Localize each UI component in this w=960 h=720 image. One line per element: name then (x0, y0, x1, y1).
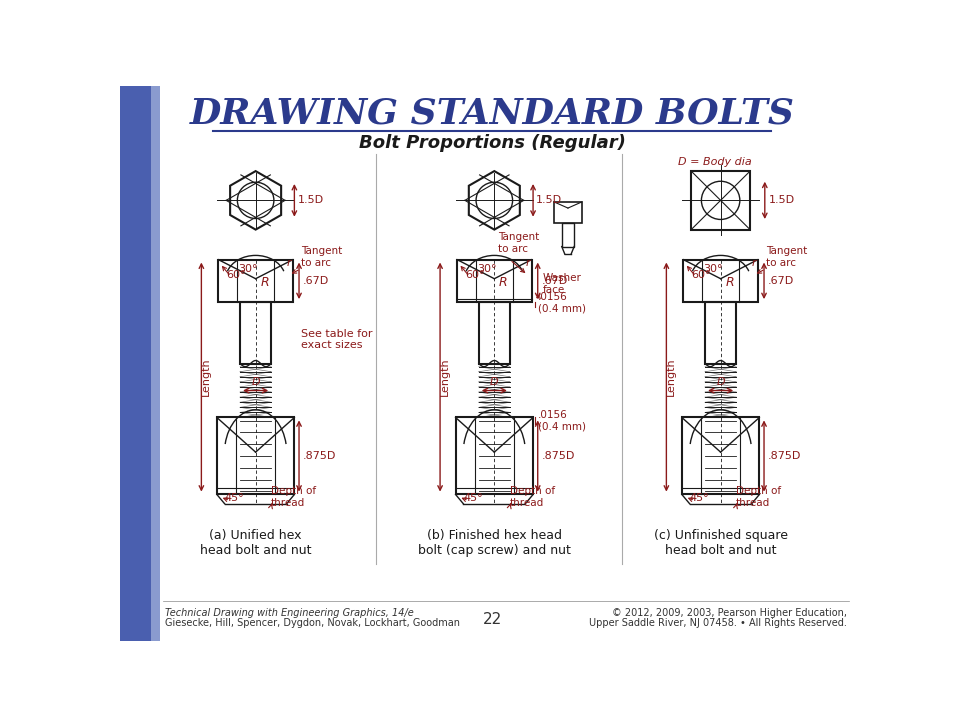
Bar (219, 260, 293, 302)
Text: Depth of
thread: Depth of thread (510, 487, 555, 508)
Text: Tangent
to arc: Tangent to arc (765, 246, 806, 268)
Text: D: D (716, 377, 725, 387)
Text: Giesecke, Hill, Spencer, Dygdon, Novak, Lockhart, Goodman: Giesecke, Hill, Spencer, Dygdon, Novak, … (165, 618, 460, 628)
Text: R: R (725, 276, 733, 289)
Text: Depth of
thread: Depth of thread (736, 487, 781, 508)
Bar (706, 302, 736, 364)
Text: D = Body dia: D = Body dia (678, 157, 752, 167)
Bar (240, 302, 271, 364)
Text: 45°: 45° (464, 492, 483, 503)
Text: .875D: .875D (768, 451, 802, 461)
Text: (c) Unfinished square
head bolt and nut: (c) Unfinished square head bolt and nut (654, 529, 787, 557)
Text: 30°: 30° (703, 264, 723, 274)
Bar (684, 260, 757, 302)
Bar (562, 223, 574, 246)
Bar (554, 202, 582, 223)
Text: r: r (287, 258, 291, 268)
Bar (456, 418, 533, 495)
Bar (217, 418, 295, 495)
Text: r: r (752, 258, 756, 268)
Text: r: r (525, 258, 530, 268)
Text: 60°: 60° (227, 270, 246, 280)
Text: .67D: .67D (303, 276, 329, 286)
Text: Tangent
to arc: Tangent to arc (498, 233, 540, 254)
Text: 1.5D: 1.5D (769, 195, 795, 205)
Text: .875D: .875D (541, 451, 575, 461)
Text: 45°: 45° (689, 492, 709, 503)
Text: 60°: 60° (691, 270, 710, 280)
Text: Depth of
thread: Depth of thread (271, 487, 316, 508)
Bar (120, 86, 151, 641)
Text: Length: Length (440, 358, 449, 397)
Text: D: D (490, 377, 498, 387)
Text: Bolt Proportions (Regular): Bolt Proportions (Regular) (359, 135, 625, 153)
Text: .67D: .67D (541, 276, 568, 286)
Text: R: R (499, 276, 508, 289)
Text: .67D: .67D (768, 276, 794, 286)
Text: See table for
exact sizes: See table for exact sizes (300, 328, 372, 350)
Text: Upper Saddle River, NJ 07458. • All Rights Reserved.: Upper Saddle River, NJ 07458. • All Righ… (589, 618, 847, 628)
Text: © 2012, 2009, 2003, Pearson Higher Education,: © 2012, 2009, 2003, Pearson Higher Educa… (612, 608, 847, 618)
Text: Tangent
to arc: Tangent to arc (300, 246, 342, 268)
Text: 1.5D: 1.5D (298, 195, 324, 205)
Text: (a) Unified hex
head bolt and nut: (a) Unified hex head bolt and nut (200, 529, 311, 557)
Text: 1.5D: 1.5D (537, 195, 563, 205)
Text: .875D: .875D (303, 451, 336, 461)
Bar (457, 260, 532, 302)
Text: Technical Drawing with Engineering Graphics, 14/e: Technical Drawing with Engineering Graph… (165, 608, 414, 618)
Text: 22: 22 (482, 611, 502, 626)
Text: .0156
(0.4 mm): .0156 (0.4 mm) (538, 292, 586, 313)
Text: Length: Length (666, 358, 676, 397)
Text: R: R (260, 276, 269, 289)
Text: Washer
face: Washer face (543, 273, 582, 294)
Text: .0156
(0.4 mm): .0156 (0.4 mm) (538, 410, 586, 432)
Text: 60°: 60° (465, 270, 485, 280)
Bar (479, 302, 510, 364)
Text: 30°: 30° (477, 264, 496, 274)
Text: 45°: 45° (225, 492, 244, 503)
Text: (b) Finished hex head
bolt (cap screw) and nut: (b) Finished hex head bolt (cap screw) a… (418, 529, 571, 557)
Text: DRAWING STANDARD BOLTS: DRAWING STANDARD BOLTS (189, 96, 795, 130)
Text: D: D (252, 377, 260, 387)
Bar (151, 86, 160, 641)
Text: 30°: 30° (238, 264, 257, 274)
Bar (682, 418, 759, 495)
Text: Length: Length (201, 358, 211, 397)
